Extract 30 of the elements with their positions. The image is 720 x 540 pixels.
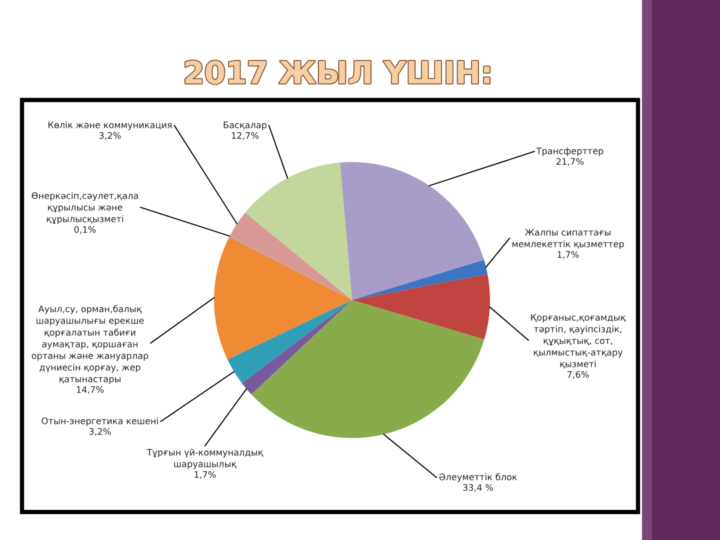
slice-label: Отын-энергетика кешені [42, 417, 158, 426]
pie-slice [230, 212, 352, 300]
data-label: 33,4 % [463, 484, 494, 492]
pie-slice [340, 162, 484, 300]
chart-title: 2017 ЖЫЛ ҮШІН: [186, 60, 490, 84]
slice-label: Жалпы сипаттағы мемлекеттік қызметтер [512, 229, 624, 249]
data-label: 1,7% [558, 251, 579, 259]
slice-label: Тұрғын үй-коммуналдық шаруашылық [146, 448, 264, 469]
pie-slice [227, 300, 352, 384]
slice-label: Басқалар [224, 122, 267, 130]
pie-slice [251, 300, 484, 438]
slice-label: Қорғаныс,қоғамдық тәртіп, қауіпсіздік, құқықтық, сот, қылмыстық-атқару қызметі [531, 314, 626, 368]
data-label: 3,2% [99, 132, 121, 140]
pie-slice [352, 274, 490, 340]
slice-label: Өнеркәсіп,сәулет,қала құрылысы және құрылысқызметі [32, 192, 138, 224]
data-label: 14,7% [76, 386, 104, 394]
pie-slice [242, 300, 352, 394]
data-label: 0,1% [74, 226, 96, 234]
slice-label: Әлеуметтік блок [439, 473, 517, 482]
pie-slice [352, 260, 488, 300]
data-label: 7,6% [567, 371, 589, 379]
data-label: 1,7% [194, 471, 216, 479]
data-label: 3,2% [89, 428, 111, 436]
data-label: 12,7% [232, 132, 259, 140]
pie-slice [214, 236, 352, 360]
pie-slice [245, 162, 352, 300]
slice-label: Трансферттер [536, 148, 604, 156]
slice-label: Көлік және коммуникация [48, 121, 172, 130]
slice-label: Ауыл,су, орман,балық шаруашылығы ерекше қорғалатын табиғи аумақтар, қоршаған ортаны және жануарлар дүниесін қорғау, жер қатынастары [32, 305, 148, 384]
data-label: 21,7% [556, 158, 584, 166]
